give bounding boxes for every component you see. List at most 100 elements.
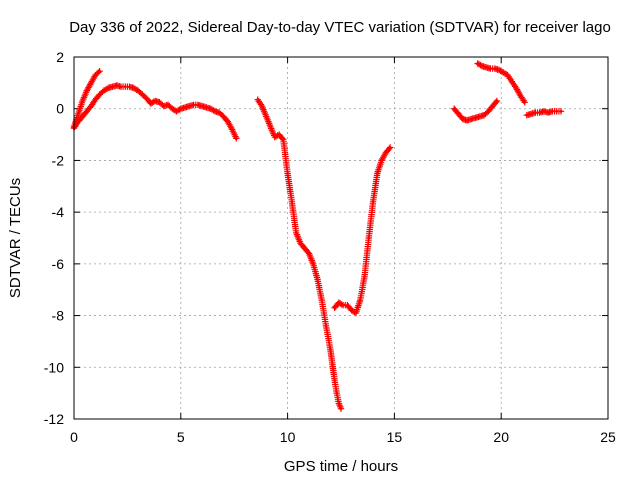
data-point [123, 85, 127, 89]
data-point [311, 262, 315, 266]
data-point [320, 298, 324, 302]
data-point [478, 115, 482, 118]
data-point [76, 112, 80, 116]
y-tick-label: -12 [44, 411, 64, 427]
data-point [371, 200, 375, 204]
data-point [333, 378, 336, 382]
plot-frame [73, 56, 609, 420]
data-point [316, 277, 319, 281]
data-point [337, 402, 341, 405]
data-point [273, 135, 277, 139]
data-point [333, 306, 336, 310]
data-point [484, 65, 488, 69]
data-points [70, 60, 565, 412]
data-point [542, 109, 546, 113]
data-point [337, 301, 341, 305]
data-point [281, 138, 285, 142]
data-point [489, 67, 492, 71]
data-point [324, 324, 328, 328]
data-point [555, 109, 559, 113]
data-point [510, 80, 514, 83]
data-point [335, 391, 339, 395]
data-point [115, 84, 119, 87]
data-point [346, 303, 349, 307]
x-tick-label: 15 [387, 429, 403, 445]
data-point [85, 109, 89, 113]
data-point [106, 86, 110, 90]
data-point [93, 73, 97, 77]
data-point [375, 171, 379, 175]
series-midday-dip [254, 96, 345, 412]
series-recovery [331, 144, 394, 317]
y-axis-label: SDTVAR / TECUs [7, 178, 24, 298]
x-tick-label: 20 [493, 429, 509, 445]
data-point [89, 81, 93, 85]
data-point [493, 67, 497, 71]
y-tick-label: 2 [56, 49, 64, 65]
data-point [476, 62, 480, 65]
series-late-dip [451, 97, 501, 124]
data-point [290, 200, 294, 204]
data-point [303, 246, 307, 250]
data-point [501, 71, 505, 74]
y-tick-label: -10 [44, 359, 64, 375]
data-point [546, 111, 550, 114]
data-point [256, 98, 260, 102]
data-point [85, 89, 89, 93]
data-point [222, 115, 225, 118]
y-tick-label: -8 [52, 308, 65, 324]
x-tick-label: 25 [600, 429, 616, 445]
data-point [119, 85, 123, 89]
data-point [213, 109, 217, 113]
data-point [93, 98, 97, 102]
data-point [339, 407, 343, 411]
data-point [162, 104, 166, 108]
data-point [158, 100, 161, 104]
data-point [98, 69, 102, 73]
data-point [482, 113, 486, 117]
data-point [140, 93, 144, 96]
data-point [551, 109, 554, 113]
data-point [299, 241, 302, 245]
data-point [480, 64, 484, 68]
data-point [354, 311, 358, 315]
data-point [98, 93, 102, 96]
data-point [525, 113, 529, 117]
data-point [474, 116, 477, 120]
data-point [269, 125, 272, 129]
data-point [286, 171, 289, 175]
data-point [529, 112, 533, 116]
data-point [331, 363, 334, 367]
data-point [350, 309, 354, 312]
data-point [183, 106, 187, 109]
data-point [166, 103, 170, 107]
series-early-main [70, 82, 240, 142]
data-point [145, 96, 149, 100]
data-point [486, 109, 490, 113]
data-point [465, 118, 469, 122]
grid [74, 57, 608, 419]
data-point [380, 159, 383, 162]
data-point [461, 117, 465, 121]
data-point [89, 104, 93, 108]
data-point [76, 120, 80, 124]
data-point [495, 99, 499, 103]
data-point [187, 104, 191, 108]
data-point [388, 146, 392, 149]
y-tick-label: -2 [52, 152, 65, 168]
series-late-high [474, 60, 528, 106]
data-point [277, 133, 281, 136]
data-point [497, 68, 501, 72]
data-point [457, 112, 460, 116]
data-point [209, 107, 213, 111]
data-point [217, 111, 221, 114]
x-tick-label: 10 [280, 429, 296, 445]
data-point [538, 111, 542, 114]
data-point [102, 89, 106, 93]
y-tick-label: -6 [52, 256, 65, 272]
data-point [519, 94, 522, 98]
data-point [384, 151, 388, 155]
data-point [196, 103, 200, 107]
